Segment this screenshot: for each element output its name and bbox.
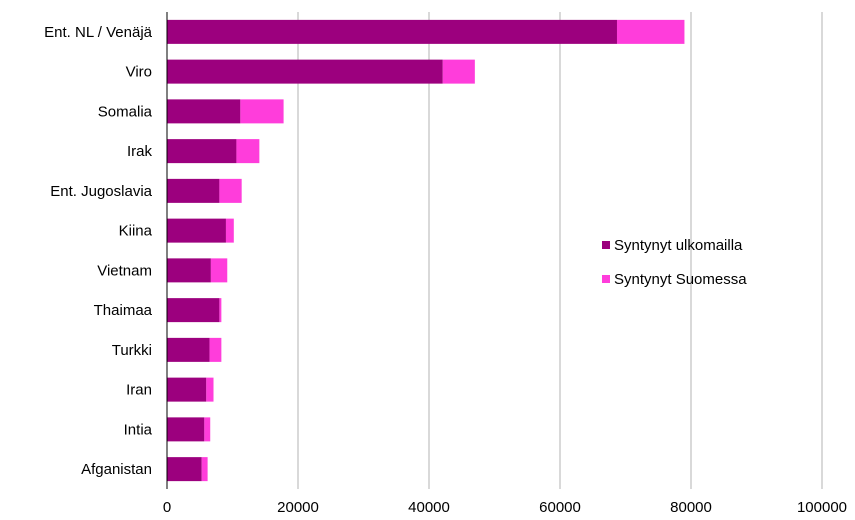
bar-series-0-9 <box>167 377 207 402</box>
bar-series-1-5 <box>225 218 234 243</box>
category-label: Ent. NL / Venäjä <box>44 24 153 41</box>
bar-series-0-4 <box>167 178 220 203</box>
bar-series-1-6 <box>210 258 228 283</box>
bar-series-0-10 <box>167 417 205 442</box>
category-label: Irak <box>127 143 153 160</box>
bar-series-1-10 <box>204 417 211 442</box>
bar-series-1-7 <box>219 298 222 323</box>
category-label: Vietnam <box>97 262 152 279</box>
bar-series-1-1 <box>442 59 475 84</box>
category-label: Iran <box>126 382 152 399</box>
bar-series-1-8 <box>209 337 222 362</box>
category-label: Kiina <box>119 223 153 240</box>
legend-label-series-0: Syntynyt ulkomailla <box>614 237 743 254</box>
category-label: Ent. Jugoslavia <box>50 183 152 200</box>
x-tick-label: 100000 <box>797 499 847 516</box>
bar-series-0-3 <box>167 139 237 164</box>
bar-series-1-2 <box>240 99 284 124</box>
category-label: Afganistan <box>81 461 152 478</box>
x-tick-labels: 0 20000 40000 60000 80000 100000 <box>163 499 847 516</box>
bar-series-1-4 <box>219 178 242 203</box>
legend-swatch-series-0 <box>602 241 610 249</box>
bar-series-0-7 <box>167 298 220 323</box>
x-tick-label: 80000 <box>670 499 712 516</box>
x-tick-label: 40000 <box>408 499 450 516</box>
bar-series-1-3 <box>236 139 260 164</box>
bar-series-0-0 <box>167 19 617 44</box>
category-label: Thaimaa <box>94 302 153 319</box>
x-tick-label: 20000 <box>277 499 319 516</box>
bar-series-0-8 <box>167 337 210 362</box>
category-labels: Ent. NL / Venäjä Viro Somalia Irak Ent. Jugo… <box>44 24 153 478</box>
x-tick-label: 0 <box>163 499 171 516</box>
gridlines <box>297 12 823 489</box>
bar-series-0-6 <box>167 258 211 283</box>
category-label: Somalia <box>98 103 153 120</box>
category-label: Viro <box>126 64 152 81</box>
bar-series-0-2 <box>167 99 241 124</box>
bars <box>167 19 685 482</box>
category-label: Turkki <box>112 342 152 359</box>
bar-series-1-0 <box>616 19 685 44</box>
bar-series-0-11 <box>167 457 202 482</box>
legend-swatch-series-1 <box>602 275 610 283</box>
bar-series-0-5 <box>167 218 226 243</box>
x-tick-label: 60000 <box>539 499 581 516</box>
legend: Syntynyt ulkomailla Syntynyt Suomessa <box>602 237 747 288</box>
bar-series-1-11 <box>201 457 208 482</box>
category-label: Intia <box>124 421 153 438</box>
legend-label-series-1: Syntynyt Suomessa <box>614 271 747 288</box>
bar-series-1-9 <box>206 377 214 402</box>
bar-series-0-1 <box>167 59 443 84</box>
